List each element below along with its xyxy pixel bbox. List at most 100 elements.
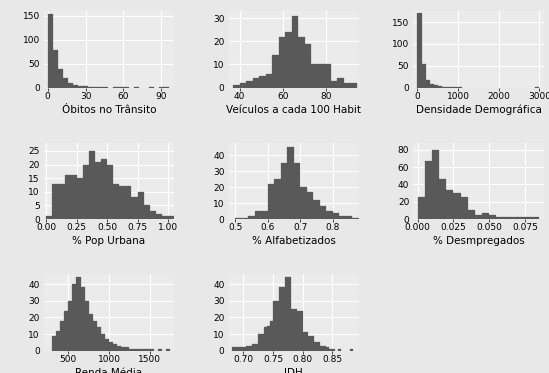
Bar	[73, 85, 78, 88]
Bar	[525, 217, 532, 219]
Bar	[78, 86, 83, 88]
Bar	[130, 349, 133, 351]
Bar	[232, 347, 234, 351]
Bar	[53, 50, 58, 88]
Bar	[144, 206, 150, 219]
Bar	[418, 197, 425, 219]
Bar	[124, 87, 128, 88]
Bar	[300, 187, 307, 219]
Bar	[496, 216, 503, 219]
Bar	[302, 332, 306, 351]
Bar	[333, 213, 339, 219]
Bar	[454, 87, 458, 88]
Bar	[119, 186, 125, 219]
Bar	[125, 186, 131, 219]
Bar	[535, 87, 540, 88]
Bar	[323, 346, 326, 351]
Bar	[278, 37, 285, 88]
Bar	[101, 159, 107, 219]
Bar	[475, 215, 482, 219]
Bar	[119, 87, 124, 88]
Bar	[272, 55, 278, 88]
Bar	[432, 150, 439, 219]
Bar	[430, 84, 434, 88]
Bar	[150, 211, 156, 219]
Bar	[68, 301, 72, 351]
Bar	[53, 184, 59, 219]
Bar	[296, 311, 300, 351]
Bar	[164, 87, 169, 88]
Bar	[350, 349, 353, 351]
Bar	[453, 193, 461, 219]
Bar	[77, 178, 83, 219]
Bar	[65, 175, 71, 219]
Bar	[425, 161, 432, 219]
Bar	[58, 69, 63, 88]
Bar	[320, 206, 326, 219]
Bar	[149, 87, 154, 88]
Bar	[422, 64, 425, 88]
Bar	[339, 216, 346, 219]
Bar	[52, 336, 56, 351]
Bar	[329, 349, 332, 351]
Bar	[88, 87, 93, 88]
Bar	[59, 184, 65, 219]
Bar	[276, 301, 279, 351]
Bar	[450, 87, 454, 88]
Bar	[259, 76, 266, 88]
Bar	[255, 211, 261, 219]
Bar	[46, 216, 53, 219]
Bar	[150, 349, 154, 351]
X-axis label: Densidade Demográfica: Densidade Demográfica	[416, 105, 541, 116]
Bar	[248, 216, 255, 219]
Bar	[273, 301, 276, 351]
Bar	[97, 327, 101, 351]
Bar	[309, 336, 311, 351]
Bar	[255, 344, 258, 351]
Bar	[60, 321, 64, 351]
Bar	[518, 217, 525, 219]
Bar	[320, 346, 323, 351]
Bar	[242, 217, 248, 219]
Bar	[352, 217, 358, 219]
Bar	[107, 164, 113, 219]
Bar	[285, 32, 292, 88]
Bar	[291, 309, 294, 351]
Bar	[71, 175, 77, 219]
Bar	[168, 216, 174, 219]
Bar	[298, 37, 305, 88]
Bar	[346, 216, 352, 219]
Bar	[326, 211, 333, 219]
Bar	[292, 16, 298, 88]
Bar	[138, 192, 144, 219]
Bar	[287, 147, 294, 219]
Bar	[133, 349, 137, 351]
Bar	[282, 288, 285, 351]
Bar	[131, 197, 138, 219]
Bar	[311, 336, 315, 351]
Bar	[88, 314, 93, 351]
Bar	[64, 311, 68, 351]
Bar	[294, 309, 296, 351]
Bar	[109, 342, 113, 351]
Bar	[313, 200, 320, 219]
Bar	[166, 349, 170, 351]
Bar	[258, 334, 261, 351]
Bar	[249, 346, 253, 351]
Bar	[268, 184, 274, 219]
Bar	[98, 87, 103, 88]
Bar	[243, 347, 247, 351]
Bar	[305, 44, 311, 88]
Bar	[72, 284, 76, 351]
Bar	[63, 78, 68, 88]
Bar	[133, 87, 139, 88]
Bar	[235, 217, 242, 219]
Bar	[101, 334, 105, 351]
Bar	[438, 86, 442, 88]
Bar	[307, 192, 313, 219]
Bar	[350, 83, 357, 88]
Bar	[68, 83, 73, 88]
Bar	[326, 347, 329, 351]
Bar	[281, 163, 287, 219]
Bar	[105, 339, 109, 351]
